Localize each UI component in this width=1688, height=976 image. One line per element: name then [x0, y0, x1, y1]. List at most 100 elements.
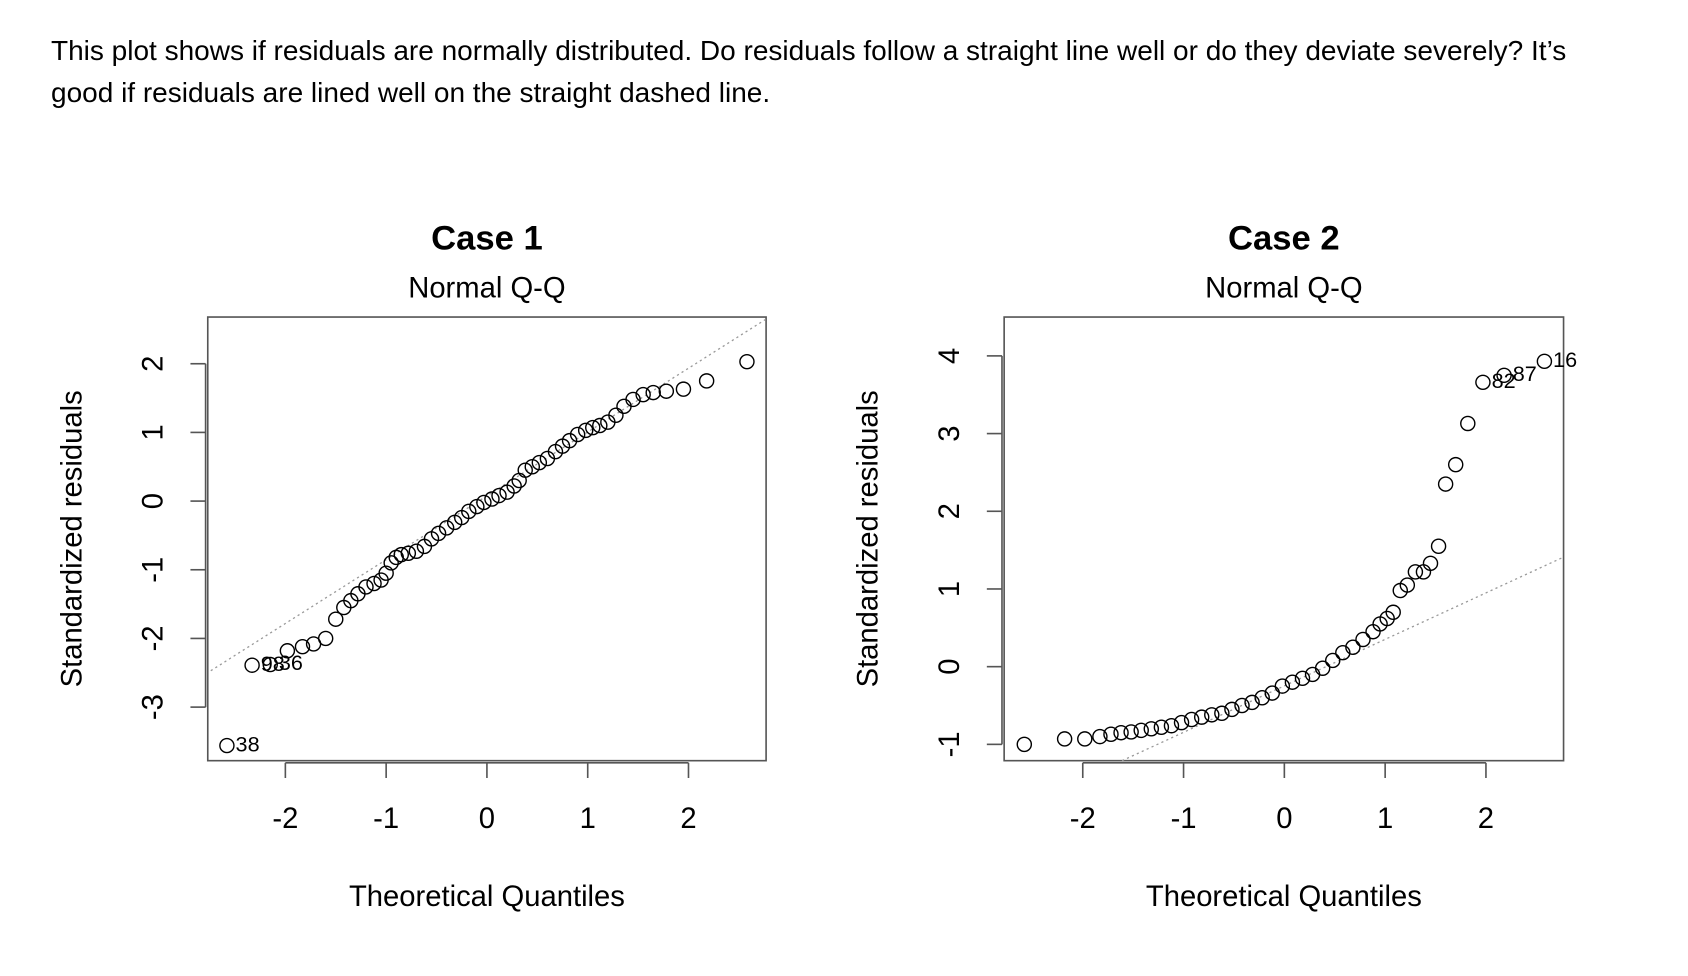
point	[1056, 731, 1073, 747]
point	[476, 494, 492, 511]
point	[317, 630, 334, 647]
point-label: 87	[1513, 361, 1537, 386]
point	[625, 391, 641, 408]
description: This plot shows if residuals are normall…	[51, 35, 1567, 108]
point	[1385, 604, 1401, 621]
plot-box	[1003, 316, 1565, 762]
x-tick-label: -1	[373, 803, 399, 835]
point	[1163, 717, 1180, 734]
point	[393, 546, 409, 563]
point	[378, 565, 394, 581]
y-tick-label: 0	[934, 659, 966, 675]
point	[1475, 374, 1491, 391]
point	[1077, 731, 1093, 747]
point	[1430, 538, 1447, 554]
point	[658, 383, 675, 399]
point	[1437, 476, 1454, 492]
chart-subtitle: Normal Q-Q	[408, 273, 565, 305]
point	[1345, 639, 1361, 655]
x-tick-label: -2	[272, 803, 298, 835]
point	[635, 386, 651, 403]
point	[675, 381, 692, 397]
point	[1294, 670, 1311, 687]
point	[279, 643, 296, 659]
point	[1314, 660, 1331, 676]
x-axis-label: Theoretical Quantiles	[1146, 881, 1422, 913]
point	[358, 579, 374, 595]
point	[1324, 652, 1341, 669]
point	[1335, 644, 1351, 661]
point-label: 16	[1553, 347, 1577, 372]
point	[491, 487, 507, 504]
point	[739, 353, 755, 370]
y-tick-label: 3	[934, 425, 966, 441]
x-tick-label: 2	[1478, 803, 1494, 835]
point	[1422, 555, 1439, 572]
point	[531, 454, 548, 471]
point	[1284, 674, 1301, 690]
point	[1234, 697, 1250, 714]
point	[517, 462, 533, 478]
point	[1244, 694, 1260, 711]
x-tick-label: -1	[1171, 803, 1197, 835]
point	[1204, 707, 1220, 723]
point	[1143, 721, 1160, 737]
point	[1224, 701, 1240, 718]
point	[400, 545, 417, 562]
y-axis-label: Standardized residuals	[56, 390, 88, 687]
x-tick-label: 2	[680, 803, 696, 835]
point	[1123, 724, 1139, 740]
plot-box	[206, 316, 767, 762]
point	[1536, 353, 1553, 370]
y-tick-label: 0	[137, 493, 169, 509]
point	[430, 525, 447, 542]
point	[1274, 678, 1291, 694]
point	[366, 575, 382, 592]
point	[461, 503, 477, 520]
x-tick-label: 1	[580, 803, 596, 835]
point	[408, 543, 425, 559]
reference-line	[1121, 556, 1564, 762]
point	[328, 611, 344, 627]
point	[219, 737, 235, 754]
chart-title: Case 1	[431, 219, 543, 257]
point	[1447, 456, 1464, 473]
point	[244, 657, 260, 673]
chart-title: Case 2	[1228, 219, 1340, 257]
point	[1254, 690, 1270, 706]
chart-subtitle: Normal Q-Q	[1205, 273, 1362, 305]
point	[506, 478, 522, 494]
x-axis-label: Theoretical Quantiles	[349, 881, 625, 913]
point-label: 38	[236, 731, 260, 756]
point-label: 36	[279, 650, 303, 675]
point	[1153, 719, 1170, 736]
y-axis-label: Standardized residuals	[853, 390, 885, 687]
point	[577, 422, 594, 439]
point	[1113, 724, 1129, 741]
reference-line	[210, 318, 767, 672]
y-tick-label: -1	[137, 557, 169, 583]
y-tick-label: 1	[137, 424, 169, 440]
x-tick-label: 0	[479, 803, 495, 835]
y-tick-label: 4	[934, 348, 966, 364]
point	[698, 373, 715, 389]
point-label: 82	[1492, 368, 1516, 393]
point	[1193, 709, 1210, 725]
point	[1016, 736, 1033, 753]
point	[1214, 705, 1230, 722]
point	[1183, 711, 1200, 728]
point	[1173, 714, 1190, 731]
point	[1415, 564, 1432, 580]
point	[1379, 610, 1395, 627]
point	[1103, 726, 1119, 742]
y-tick-label: -2	[137, 625, 169, 651]
point	[1496, 367, 1512, 384]
point	[608, 407, 624, 423]
point	[294, 638, 311, 655]
point	[484, 491, 500, 507]
x-tick-label: 1	[1377, 803, 1393, 835]
x-tick-label: 0	[1276, 803, 1292, 835]
y-tick-label: -1	[934, 731, 966, 757]
point	[645, 384, 661, 401]
